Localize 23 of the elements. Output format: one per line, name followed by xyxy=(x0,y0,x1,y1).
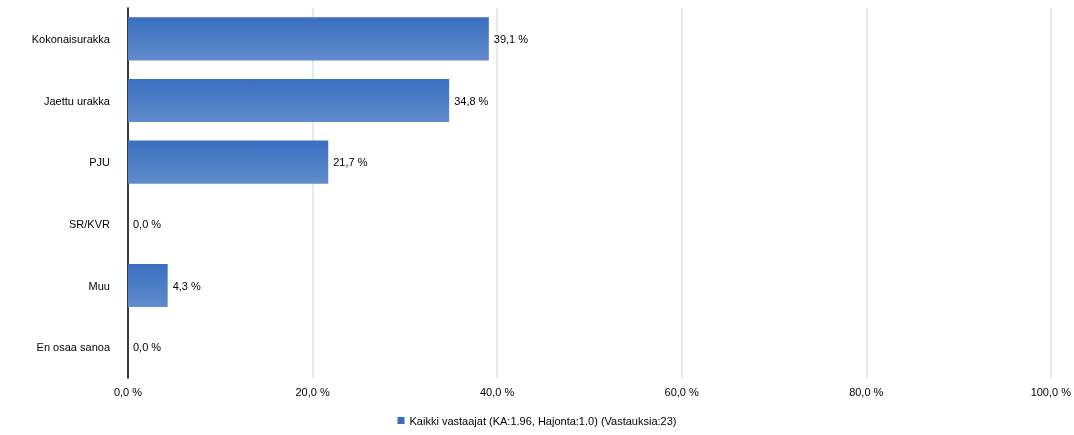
data-label: 21,7 % xyxy=(333,156,368,169)
data-label: 34,8 % xyxy=(454,94,489,107)
y-tick-label: Muu xyxy=(88,279,110,292)
legend-label: Kaikki vastaajat (KA:1.96, Hajonta:1.0) (Vastauksia:23) xyxy=(409,414,677,427)
data-label: 39,1 % xyxy=(493,32,529,45)
y-tick-label: Jaettu urakka xyxy=(43,94,111,107)
x-tick-label: 100,0 % xyxy=(1030,385,1072,398)
x-tick-label: 0,0 % xyxy=(113,385,143,398)
bar xyxy=(128,78,450,123)
x-tick-label: 80,0 % xyxy=(849,385,884,398)
y-tick-label: PJU xyxy=(89,156,111,169)
y-tick-label: SR/KVR xyxy=(69,217,111,230)
data-label: 0,0 % xyxy=(133,217,162,230)
x-tick-label: 40,0 % xyxy=(480,385,515,398)
bar xyxy=(128,263,168,308)
y-tick-label: Kokonaisurakka xyxy=(31,32,111,45)
x-tick-label: 20,0 % xyxy=(295,385,330,398)
bar xyxy=(128,17,489,61)
data-label: 4,3 % xyxy=(172,279,202,292)
bar xyxy=(128,140,329,184)
y-tick-label: En osaa sanoa xyxy=(36,341,111,354)
x-tick-label: 60,0 % xyxy=(664,385,700,398)
data-label: 0,0 % xyxy=(133,341,162,354)
